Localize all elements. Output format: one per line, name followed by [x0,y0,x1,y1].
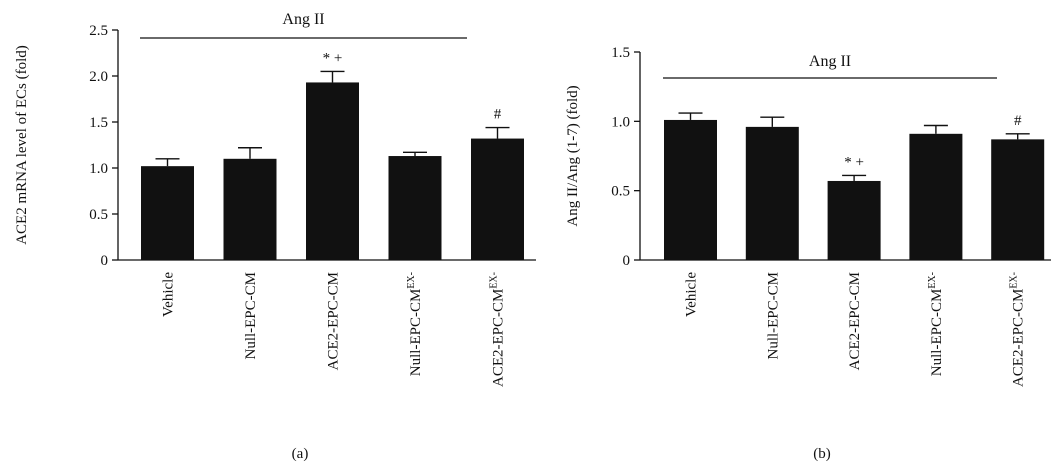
significance-marker: * + [844,154,864,170]
significance-marker: * + [323,50,343,66]
chart-panel-a: 0 0.5 1.0 1.5 2.0 2.5 ACE2 mRNA level of ECs (… [14,11,536,462]
y-tick-label: 0.5 [89,207,108,223]
bar [223,158,277,260]
x-tick-label-text: Null-EPC-CM [408,289,424,377]
x-tick-label-superscript: EX- [406,272,417,289]
significance-marker: # [1014,113,1022,129]
x-tick-label-superscript: EX- [1009,272,1020,289]
x-tick-label-text: Vehicle [161,272,177,317]
x-tick-label: ACE2-EPC-CM [847,272,863,370]
x-tick-label-text: Null-EPC-CM [243,272,259,360]
bar [306,82,359,260]
x-tick-label-superscript: EX- [927,272,938,289]
bar [745,126,799,260]
y-tick-label: 0.5 [611,184,630,200]
panel-label: (a) [292,446,309,462]
x-tick-label-text: ACE2-EPC-CM [491,289,507,387]
x-tick-label: Null-EPC-CM [765,272,781,360]
x-tick-label: Null-EPC-CMEX- [406,272,424,376]
y-tick-label: 2.5 [89,23,108,39]
x-tick-label: Null-EPC-CMEX- [927,272,945,376]
x-tick-label-text: ACE2-EPC-CM [326,272,342,370]
chart-panel-b: 0 0.5 1.0 1.5 Ang II/Ang (1-7) (fold) Ang II V… [565,45,1051,462]
significance-marker: # [494,107,502,123]
bar [664,119,717,261]
x-tick-label: Vehicle [161,272,177,317]
x-tick-label-text: ACE2-EPC-CM [847,272,863,370]
panel-label: (b) [813,446,831,462]
y-tick-label: 1.5 [89,115,108,131]
x-tick-label-text: Vehicle [684,272,700,317]
bar [991,139,1045,260]
y-tick-label: 1.0 [611,114,630,130]
x-tick-label: ACE2-EPC-CMEX- [489,272,507,387]
x-tick-label: ACE2-EPC-CM [326,272,342,370]
bar [827,180,881,260]
x-tick-label: ACE2-EPC-CMEX- [1009,272,1027,387]
x-tick-label-superscript: EX- [489,272,500,289]
bar [141,166,194,260]
x-tick-label: Null-EPC-CM [243,272,259,360]
group-label: Ang II [809,53,851,70]
bar [909,133,963,260]
y-tick-label: 0 [101,253,109,269]
bar [388,156,442,260]
y-axis-label: Ang II/Ang (1-7) (fold) [565,85,581,226]
x-tick-label-text: Null-EPC-CM [765,272,781,360]
y-tick-label: 1.0 [89,161,108,177]
y-tick-label: 1.5 [611,45,630,61]
x-tick-label: Vehicle [684,272,700,317]
group-label: Ang II [282,11,324,28]
x-tick-label-text: Null-EPC-CM [929,289,945,377]
y-tick-label: 2.0 [89,69,108,85]
y-axis-label: ACE2 mRNA level of ECs (fold) [14,45,30,245]
x-tick-label-text: ACE2-EPC-CM [1011,289,1027,387]
bar [471,138,524,260]
y-tick-label: 0 [623,253,631,269]
